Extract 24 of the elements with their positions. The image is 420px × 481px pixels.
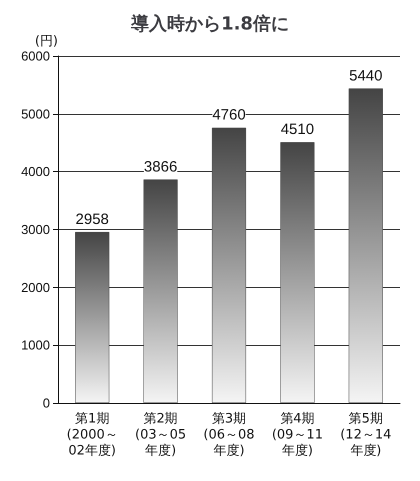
y-tick-label: 4000	[21, 164, 50, 180]
y-tick-label: 3000	[21, 222, 50, 237]
data-label: 4760	[212, 106, 246, 124]
y-tick-label: 6000	[21, 48, 50, 64]
x-tick-label: 第2期 (03～05 年度)	[135, 412, 186, 458]
bar	[144, 179, 178, 403]
bar	[75, 232, 110, 403]
y-tick-label: 5000	[21, 106, 50, 122]
x-tick-label: 第1期 (2000～ 02年度)	[66, 412, 118, 458]
chart-title: 導入時から1.8倍に	[130, 14, 289, 34]
x-tick-label: 第5期 (12～14 年度)	[340, 412, 392, 458]
bar	[212, 128, 246, 403]
x-tick-label: 第3期 (06～08 年度)	[203, 412, 255, 458]
y-tick-label: 1000	[21, 338, 50, 353]
data-label: 4510	[280, 121, 314, 138]
bar	[280, 142, 314, 403]
y-axis-title: (円)	[34, 34, 58, 49]
data-label: 5440	[349, 67, 382, 84]
x-tick-label: 第4期 (09～11 年度)	[272, 412, 323, 458]
bar	[348, 88, 383, 403]
y-tick-label: 0	[42, 396, 50, 410]
data-label: 2958	[76, 210, 109, 228]
data-label: 3866	[144, 158, 178, 176]
y-tick-label: 2000	[21, 280, 50, 295]
